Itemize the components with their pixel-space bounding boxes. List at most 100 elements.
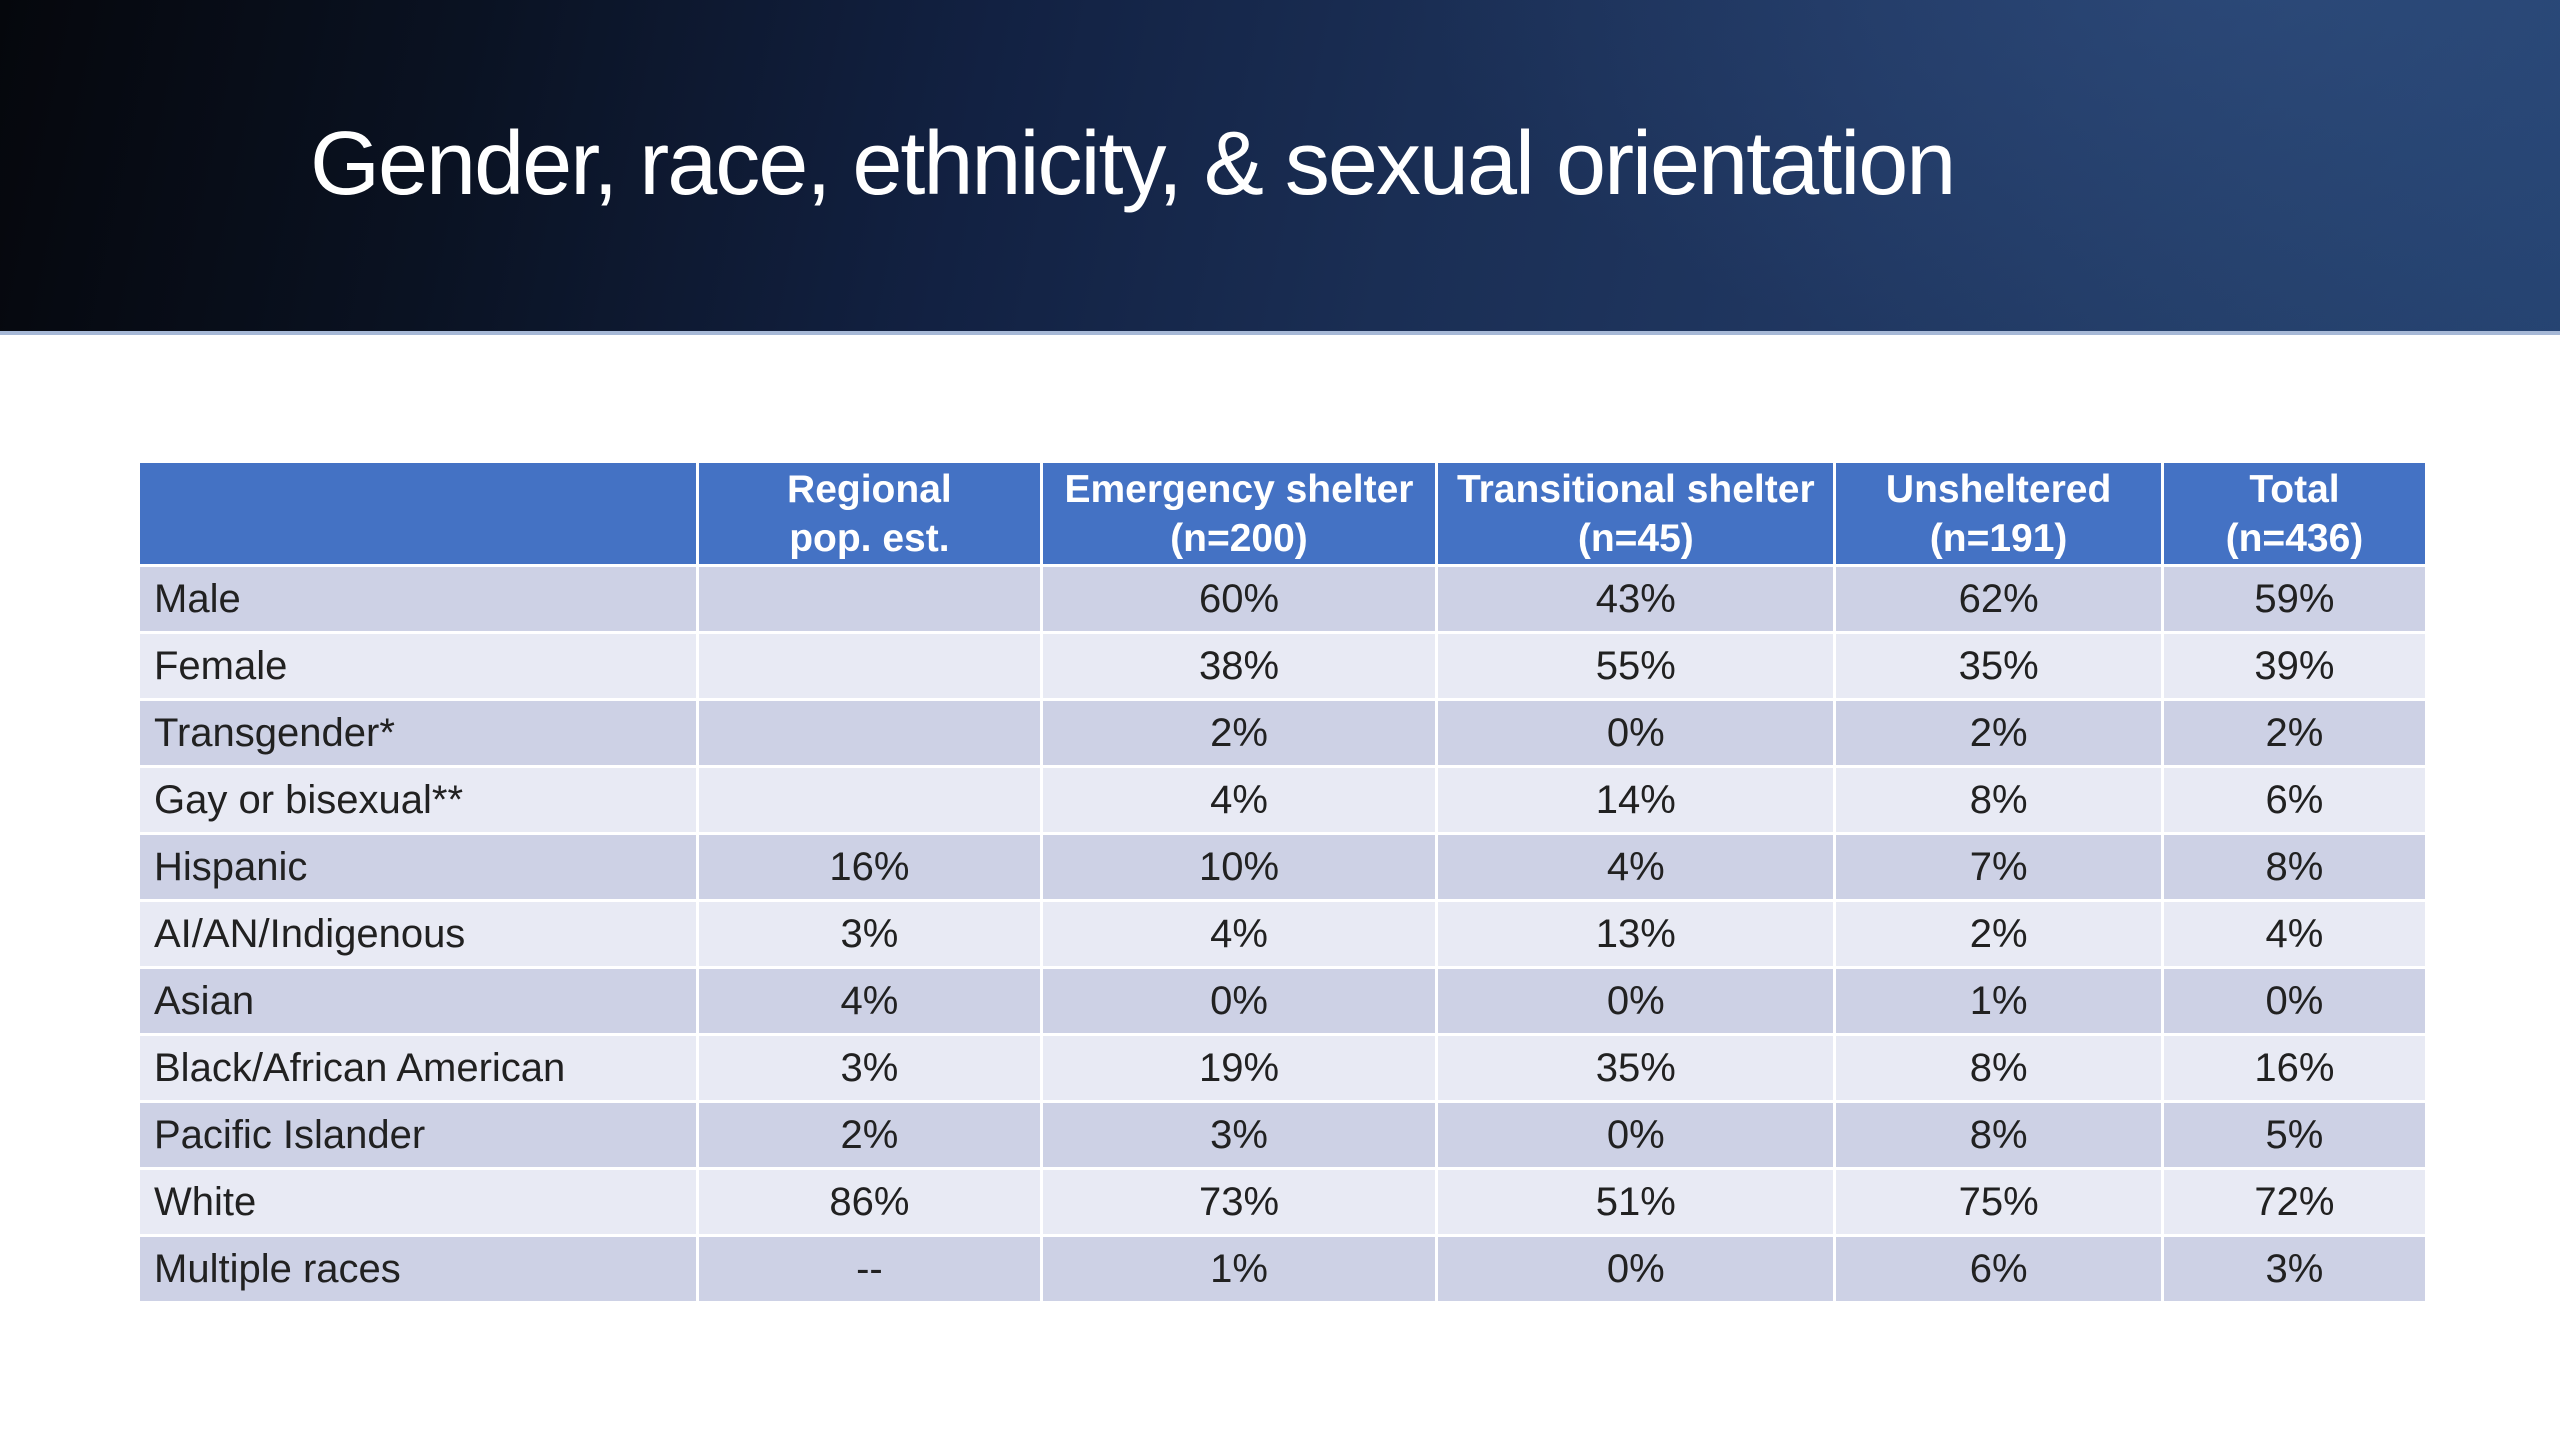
value-cell: 1% — [1042, 1237, 1436, 1301]
header-cell-total: Total (n=436) — [2163, 463, 2425, 564]
header-cell-transitional-shelter: Transitional shelter (n=45) — [1438, 463, 1834, 564]
table-row: Female 38% 55% 35% 39% — [140, 634, 2425, 698]
value-cell: 35% — [1438, 1036, 1834, 1100]
row-label: Pacific Islander — [140, 1103, 697, 1167]
row-label: AI/AN/Indigenous — [140, 902, 697, 966]
value-cell: 0% — [2163, 969, 2425, 1033]
table-row: Transgender* 2% 0% 2% 2% — [140, 701, 2425, 765]
value-cell: 72% — [2163, 1170, 2425, 1234]
value-cell: 0% — [1438, 969, 1834, 1033]
header-cell-unsheltered: Unsheltered (n=191) — [1836, 463, 2161, 564]
value-cell — [699, 634, 1040, 698]
value-cell: 8% — [1836, 1103, 2161, 1167]
value-cell: 8% — [1836, 768, 2161, 832]
value-cell: 4% — [1042, 902, 1436, 966]
value-cell: 19% — [1042, 1036, 1436, 1100]
header-label-line1: Unsheltered — [1885, 467, 2112, 511]
value-cell: 5% — [2163, 1103, 2425, 1167]
title-banner: Gender, race, ethnicity, & sexual orient… — [0, 0, 2560, 331]
value-cell — [699, 701, 1040, 765]
table-header: Regional pop. est. Emergency shelter (n=… — [140, 463, 2425, 564]
value-cell: 4% — [699, 969, 1040, 1033]
header-label-line1: Regional — [787, 467, 952, 511]
value-cell: 4% — [2163, 902, 2425, 966]
value-cell: 73% — [1042, 1170, 1436, 1234]
value-cell: 1% — [1836, 969, 2161, 1033]
table-row: Multiple races -- 1% 0% 6% 3% — [140, 1237, 2425, 1301]
table-body: Male 60% 43% 62% 59% Female 38% 55% 35% 39% Transg… — [140, 567, 2425, 1301]
slide-title: Gender, race, ethnicity, & sexual orient… — [310, 114, 1956, 214]
value-cell — [699, 768, 1040, 832]
value-cell: 2% — [1836, 902, 2161, 966]
value-cell: 4% — [1042, 768, 1436, 832]
header-label-line2: (n=200) — [1170, 516, 1308, 560]
value-cell: 3% — [2163, 1237, 2425, 1301]
header-cell-blank — [140, 463, 697, 564]
table-row: Hispanic 16% 10% 4% 7% 8% — [140, 835, 2425, 899]
row-label: Transgender* — [140, 701, 697, 765]
value-cell: 0% — [1438, 701, 1834, 765]
value-cell — [699, 567, 1040, 631]
value-cell: 16% — [2163, 1036, 2425, 1100]
header-label-line1: Transitional shelter — [1457, 467, 1815, 511]
row-label: White — [140, 1170, 697, 1234]
table-row: Pacific Islander 2% 3% 0% 8% 5% — [140, 1103, 2425, 1167]
value-cell: 43% — [1438, 567, 1834, 631]
value-cell: 0% — [1042, 969, 1436, 1033]
value-cell: 39% — [2163, 634, 2425, 698]
row-label: Black/African American — [140, 1036, 697, 1100]
value-cell: 51% — [1438, 1170, 1834, 1234]
table-row: AI/AN/Indigenous 3% 4% 13% 2% 4% — [140, 902, 2425, 966]
value-cell: 38% — [1042, 634, 1436, 698]
table-row: Asian 4% 0% 0% 1% 0% — [140, 969, 2425, 1033]
header-label-line1: Total — [2249, 467, 2340, 511]
row-label: Asian — [140, 969, 697, 1033]
row-label: Male — [140, 567, 697, 631]
value-cell: -- — [699, 1237, 1040, 1301]
value-cell: 3% — [699, 902, 1040, 966]
value-cell: 3% — [699, 1036, 1040, 1100]
value-cell: 2% — [1836, 701, 2161, 765]
row-label: Female — [140, 634, 697, 698]
value-cell: 8% — [1836, 1036, 2161, 1100]
value-cell: 10% — [1042, 835, 1436, 899]
header-label-line2: (n=45) — [1577, 516, 1694, 560]
value-cell: 6% — [2163, 768, 2425, 832]
value-cell: 60% — [1042, 567, 1436, 631]
banner-edge-line — [0, 331, 2560, 335]
table-row: White 86% 73% 51% 75% 72% — [140, 1170, 2425, 1234]
table-row: Black/African American 3% 19% 35% 8% 16% — [140, 1036, 2425, 1100]
table-row: Gay or bisexual** 4% 14% 8% 6% — [140, 768, 2425, 832]
value-cell: 59% — [2163, 567, 2425, 631]
header-label-line2: (n=191) — [1929, 516, 2068, 560]
value-cell: 35% — [1836, 634, 2161, 698]
value-cell: 7% — [1836, 835, 2161, 899]
value-cell: 0% — [1438, 1237, 1834, 1301]
value-cell: 0% — [1438, 1103, 1834, 1167]
header-label-line2: pop. est. — [789, 516, 950, 560]
header-row: Regional pop. est. Emergency shelter (n=… — [140, 463, 2425, 564]
header-cell-regional-pop-est: Regional pop. est. — [699, 463, 1040, 564]
value-cell: 8% — [2163, 835, 2425, 899]
value-cell: 2% — [2163, 701, 2425, 765]
row-label: Multiple races — [140, 1237, 697, 1301]
value-cell: 3% — [1042, 1103, 1436, 1167]
value-cell: 6% — [1836, 1237, 2161, 1301]
row-label: Hispanic — [140, 835, 697, 899]
header-label-line1: Emergency shelter — [1064, 467, 1414, 511]
table-row: Male 60% 43% 62% 59% — [140, 567, 2425, 631]
value-cell: 2% — [699, 1103, 1040, 1167]
value-cell: 55% — [1438, 634, 1834, 698]
value-cell: 2% — [1042, 701, 1436, 765]
header-label-line2: (n=436) — [2225, 516, 2364, 560]
value-cell: 13% — [1438, 902, 1834, 966]
demographics-table: Regional pop. est. Emergency shelter (n=… — [137, 460, 2428, 1304]
value-cell: 86% — [699, 1170, 1040, 1234]
row-label: Gay or bisexual** — [140, 768, 697, 832]
value-cell: 16% — [699, 835, 1040, 899]
value-cell: 4% — [1438, 835, 1834, 899]
value-cell: 14% — [1438, 768, 1834, 832]
value-cell: 75% — [1836, 1170, 2161, 1234]
header-cell-emergency-shelter: Emergency shelter (n=200) — [1042, 463, 1436, 564]
